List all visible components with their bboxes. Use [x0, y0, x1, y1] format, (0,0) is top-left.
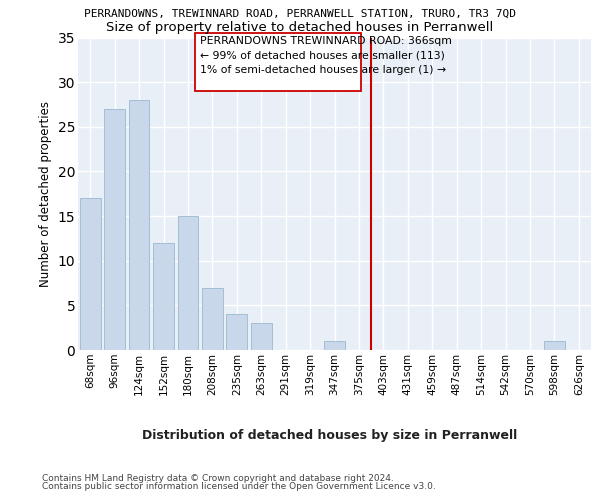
- FancyBboxPatch shape: [195, 33, 361, 91]
- Bar: [128, 100, 149, 350]
- Text: Contains public sector information licensed under the Open Government Licence v3: Contains public sector information licen…: [42, 482, 436, 491]
- Bar: [178, 216, 199, 350]
- Bar: [104, 109, 125, 350]
- Text: PERRANDOWNS TREWINNARD ROAD: 366sqm
← 99% of detached houses are smaller (113)
1: PERRANDOWNS TREWINNARD ROAD: 366sqm ← 99…: [200, 36, 452, 74]
- Bar: [153, 243, 174, 350]
- Text: Size of property relative to detached houses in Perranwell: Size of property relative to detached ho…: [106, 21, 494, 34]
- Y-axis label: Number of detached properties: Number of detached properties: [39, 101, 52, 287]
- Text: Distribution of detached houses by size in Perranwell: Distribution of detached houses by size …: [142, 430, 518, 442]
- Bar: [324, 341, 345, 350]
- Text: PERRANDOWNS, TREWINNARD ROAD, PERRANWELL STATION, TRURO, TR3 7QD: PERRANDOWNS, TREWINNARD ROAD, PERRANWELL…: [84, 9, 516, 19]
- Bar: [202, 288, 223, 350]
- Bar: [226, 314, 247, 350]
- Text: Contains HM Land Registry data © Crown copyright and database right 2024.: Contains HM Land Registry data © Crown c…: [42, 474, 394, 483]
- Bar: [544, 341, 565, 350]
- Bar: [251, 323, 272, 350]
- Bar: [80, 198, 101, 350]
